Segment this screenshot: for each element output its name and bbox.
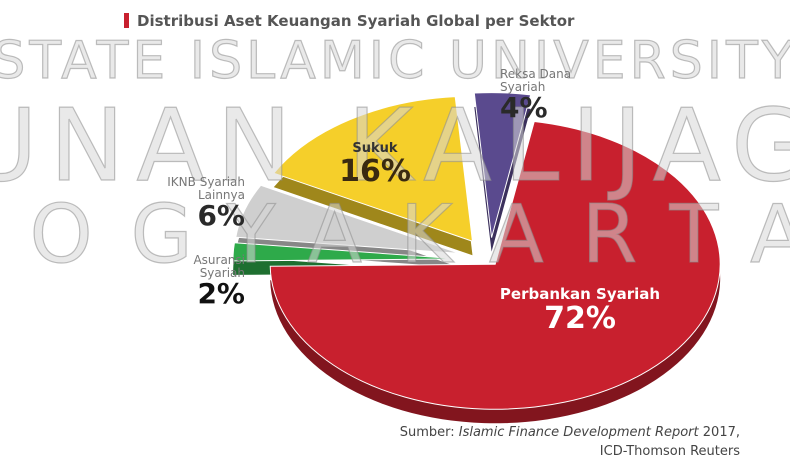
slice-label: Reksa Dana Syariah 4% xyxy=(500,68,620,123)
slice xyxy=(235,184,460,254)
slice-label: Sukuk 16% xyxy=(330,142,420,187)
title-marker xyxy=(124,13,129,28)
value-label: 72% xyxy=(544,300,616,336)
category-label: IKNB Syariah Lainnya xyxy=(167,175,245,202)
source-report: Islamic Finance Development Report xyxy=(458,425,699,440)
source-prefix: Sumber: xyxy=(399,425,455,440)
watermark: STATE ISLAMIC UNIVERSITY xyxy=(0,31,790,91)
slice xyxy=(272,96,474,242)
category-label: Reksa Dana Syariah xyxy=(500,67,572,94)
slice xyxy=(232,242,459,262)
slice-label: IKNB Syariah Lainnya 6% xyxy=(140,176,245,231)
source: Sumber: Islamic Finance Development Repo… xyxy=(400,425,740,440)
value-label: 4% xyxy=(500,91,548,125)
value-label: 2% xyxy=(197,277,245,311)
chart-title: Distribusi Aset Keuangan Syariah Global … xyxy=(137,12,575,30)
category-label: Asuransi Syariah xyxy=(193,253,245,280)
watermark: SUNAN KALIJAGA xyxy=(0,87,790,204)
category-label: Sukuk xyxy=(352,141,398,156)
value-label: 6% xyxy=(197,199,245,233)
category-label: Perbankan Syariah xyxy=(499,285,661,303)
value-label: 16% xyxy=(339,153,411,189)
source-publisher: ICD-Thomson Reuters xyxy=(599,444,740,459)
slice-label: Perbankan Syariah 72% xyxy=(490,285,670,336)
slice xyxy=(473,92,532,238)
slice-label: Asuransi Syariah 2% xyxy=(165,254,245,309)
slice xyxy=(269,120,721,410)
source-year: 2017, xyxy=(702,425,740,440)
watermark: YOGYAKARTA xyxy=(0,188,790,281)
